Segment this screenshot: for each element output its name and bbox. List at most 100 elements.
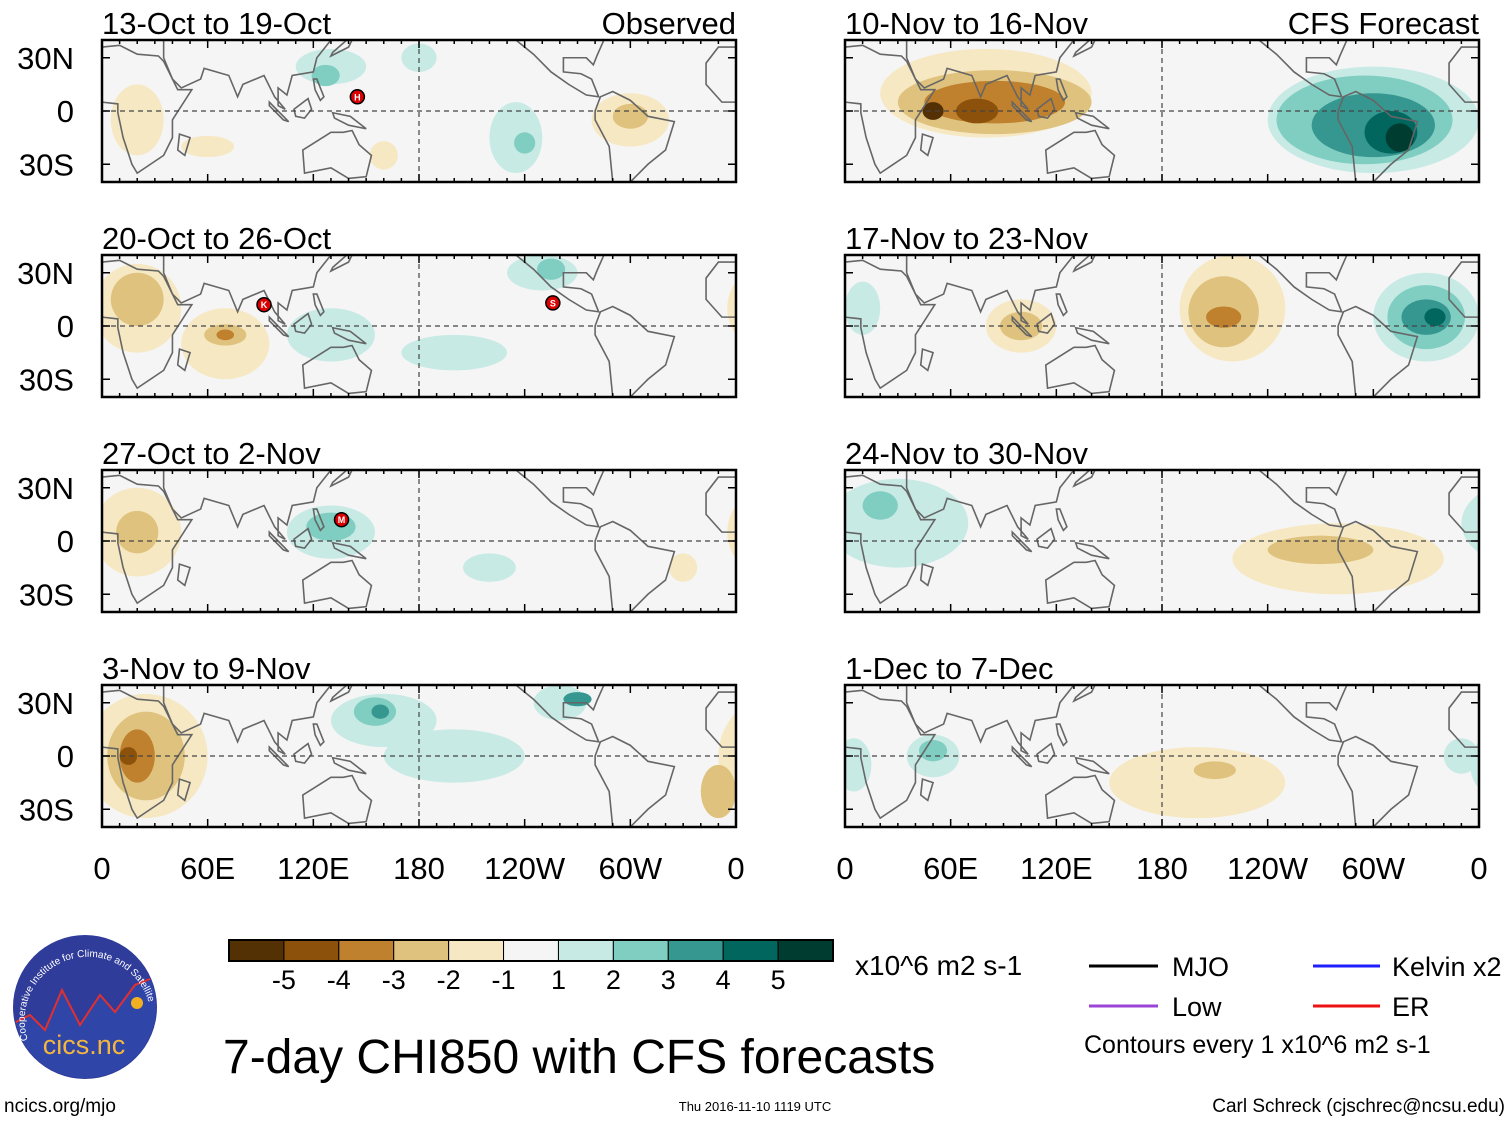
coastline: [301, 129, 373, 180]
storm-id: S: [550, 298, 556, 308]
y-tick-label: 0: [57, 524, 74, 559]
anomaly-contour: [1267, 535, 1374, 565]
coastline: [1055, 293, 1068, 317]
x-tick-label: 0: [93, 851, 110, 886]
main-title: 7-day CHI850 with CFS forecasts: [223, 1031, 935, 1084]
coastline: [331, 111, 367, 130]
x-tick-label: 180: [393, 851, 445, 886]
coastline: [293, 742, 313, 764]
coastline: [1257, 685, 1348, 743]
coastline: [1036, 742, 1056, 764]
anomaly-contour: [286, 308, 375, 362]
storm-id: K: [261, 300, 268, 310]
colorbar-label: -2: [437, 965, 461, 995]
coastline: [905, 255, 1075, 325]
y-tick-label: 0: [57, 739, 74, 774]
anomaly-contour: [1424, 308, 1446, 326]
colorbar-units: x10^6 m2 s-1: [855, 950, 1022, 981]
coastline: [594, 735, 676, 827]
coastline: [1337, 735, 1419, 827]
x-tick-label: 60W: [598, 851, 662, 886]
x-tick-label: 180: [1136, 851, 1188, 886]
coastline: [594, 520, 676, 612]
legend-label-kelvin: Kelvin x2: [1392, 952, 1502, 982]
coastline: [1072, 685, 1096, 703]
colorbar-swatch: [612, 939, 669, 962]
anomaly-contour: [536, 258, 566, 280]
coastline: [329, 255, 353, 273]
legend: MJO Kelvin x2 Low ER Contours every 1 x1…: [1084, 952, 1502, 1059]
map-panel: 10-Nov to 16-Nov CFS Forecast: [843, 6, 1481, 184]
colorbar-swatch: [722, 939, 779, 962]
coastline: [301, 774, 373, 825]
coastline: [329, 685, 353, 703]
anomaly-contour: [119, 729, 155, 783]
coastline: [845, 259, 937, 390]
y-tick-label: 30N: [17, 471, 74, 506]
x-tick-label: 60E: [923, 851, 978, 886]
coastline: [594, 305, 676, 397]
coastline: [312, 508, 325, 532]
anomaly-contour: [116, 510, 159, 554]
anomaly-contour: [862, 491, 898, 520]
anomaly-contour: [1193, 761, 1236, 780]
x-tick-label: 0: [727, 851, 744, 886]
x-tick-label: 0: [1470, 851, 1487, 886]
coastline: [1448, 691, 1479, 748]
colorbar-swatch: [338, 939, 395, 962]
coastline: [301, 344, 373, 395]
column-label: Observed: [602, 6, 736, 41]
colorbar-swatch: [557, 939, 614, 962]
coastline: [1257, 255, 1348, 313]
coastline: [176, 348, 192, 372]
map-panel: 24-Nov to 30-Nov: [843, 436, 1481, 614]
anomaly-contour: [369, 141, 398, 170]
storm-icon: [256, 296, 272, 313]
map-panel: H 13-Oct to 19-Oct Observed 30N 0 30S: [17, 6, 738, 184]
coastline: [176, 133, 192, 157]
coastline: [1072, 255, 1096, 273]
anomaly-contour: [1206, 306, 1242, 328]
coastline: [1044, 129, 1116, 180]
coastline: [1337, 305, 1419, 397]
coastline: [1044, 344, 1116, 395]
anomaly-contour: [371, 704, 390, 719]
coastline: [1448, 46, 1479, 103]
coastline: [705, 261, 736, 318]
panel-title: 1-Dec to 7-Dec: [845, 651, 1053, 686]
coastline: [1011, 100, 1033, 123]
anomaly-contour: [1385, 123, 1414, 152]
coastline: [919, 563, 935, 587]
y-tick-label: 30S: [19, 147, 74, 182]
coastline: [331, 541, 367, 560]
coastline: [705, 46, 736, 103]
anomaly-contour: [110, 272, 164, 326]
x-tick-label: 60E: [180, 851, 235, 886]
coastline: [162, 255, 332, 325]
anomaly-contour: [922, 102, 944, 120]
colorbar-label: -1: [492, 965, 516, 995]
coastline: [514, 685, 605, 743]
map-panel: 1-Dec to 7-Dec 0 60E 120E 180 120W 60W 0: [836, 651, 1487, 886]
x-tick-label: 120W: [484, 851, 566, 886]
anomaly-contour: [514, 132, 536, 154]
coastline: [1337, 90, 1419, 182]
logo-text: cics.nc: [43, 1030, 126, 1060]
anomaly-contour: [727, 505, 736, 559]
coastline: [301, 559, 373, 610]
panel-title: 10-Nov to 16-Nov: [845, 6, 1088, 41]
y-tick-label: 30S: [19, 362, 74, 397]
coastline: [1074, 111, 1110, 130]
coastline: [176, 778, 192, 802]
anomaly-contour: [463, 553, 516, 582]
site-link[interactable]: ncics.org/mjo: [4, 1096, 116, 1117]
x-tick-label: 60W: [1341, 851, 1405, 886]
legend-label-low: Low: [1172, 992, 1222, 1022]
y-tick-label: 30N: [17, 686, 74, 721]
colorbar-swatch: [667, 939, 724, 962]
colorbar-label: -4: [327, 965, 351, 995]
coastline: [514, 470, 605, 528]
y-tick-label: 0: [57, 309, 74, 344]
map-panel: K S 20-Oct to 26-Oct 30N 0 30S: [17, 221, 738, 399]
colorbar-label: 5: [771, 965, 786, 995]
